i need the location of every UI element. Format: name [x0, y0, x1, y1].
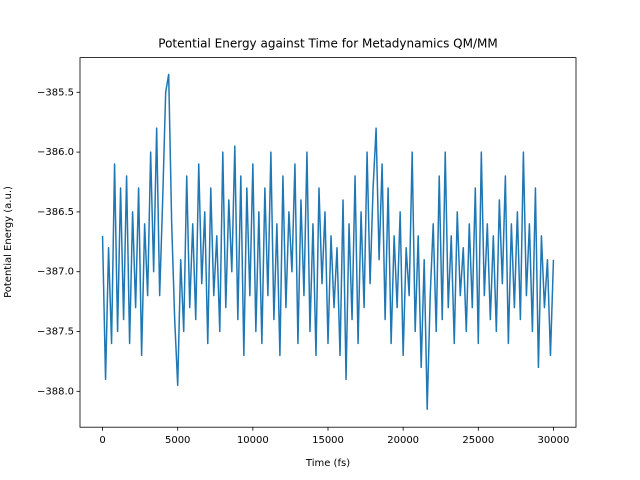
y-tick-label: −386.0 — [37, 147, 74, 158]
x-tick-label: 10000 — [237, 435, 269, 446]
y-tick-label: −386.5 — [37, 207, 74, 218]
x-tick-label: 0 — [99, 435, 105, 446]
x-tick-label: 25000 — [462, 435, 494, 446]
y-tick-label: −388.0 — [37, 386, 74, 397]
x-tick-label: 5000 — [165, 435, 190, 446]
y-tick-label: −385.5 — [37, 87, 74, 98]
x-tick-label: 15000 — [312, 435, 344, 446]
y-axis-label: Potential Energy (a.u.) — [3, 186, 14, 298]
y-tick-label: −387.0 — [37, 267, 74, 278]
x-tick-label: 20000 — [387, 435, 419, 446]
data-line — [101, 73, 555, 411]
chart-title: Potential Energy against Time for Metady… — [158, 37, 497, 51]
plot-frame — [79, 57, 577, 428]
x-axis-label: Time (fs) — [305, 458, 350, 469]
y-tick-label: −387.5 — [37, 327, 74, 338]
x-tick-label: 30000 — [538, 435, 570, 446]
